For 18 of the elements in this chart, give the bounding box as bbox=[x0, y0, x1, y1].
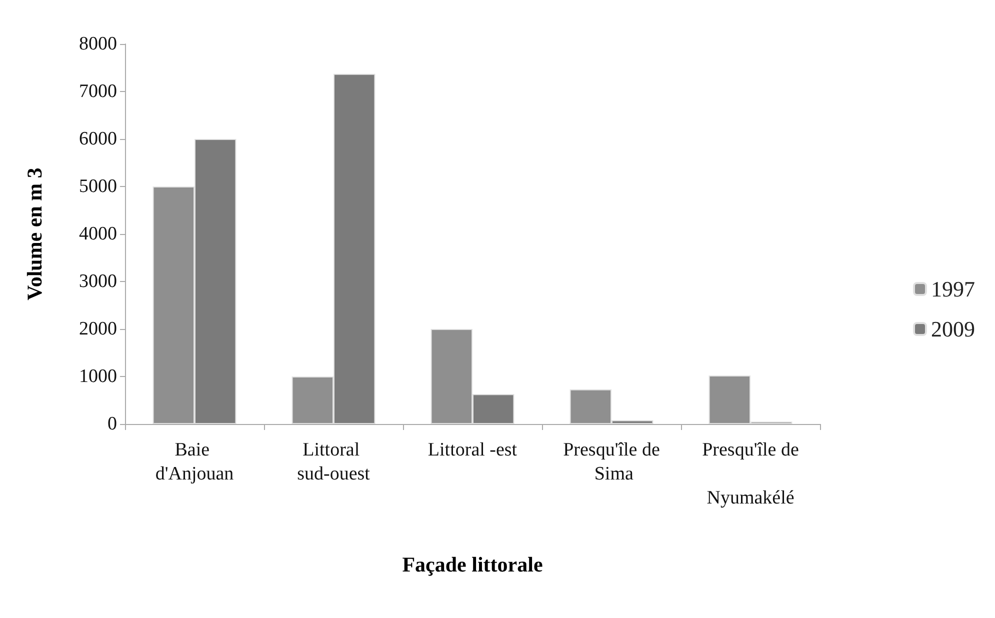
y-tick-label: 6000 bbox=[79, 128, 117, 150]
y-tick-label: 7000 bbox=[79, 81, 117, 102]
y-axis-title: Volume en m 3 bbox=[22, 168, 46, 300]
x-tick-label: Littoral -est bbox=[428, 440, 518, 460]
y-tick-label: 3000 bbox=[79, 271, 117, 292]
x-tick-label: Littoral sud-ouest bbox=[297, 440, 371, 484]
legend-label: 1997 bbox=[931, 276, 975, 302]
y-tick-label: 4000 bbox=[79, 224, 117, 244]
y-tick-label: 0 bbox=[108, 414, 117, 434]
legend-label: 2009 bbox=[931, 316, 975, 342]
y-tick-label: 8000 bbox=[79, 34, 117, 54]
x-tick-label: Baie d'Anjouan bbox=[155, 440, 234, 484]
y-tick-label: 2000 bbox=[79, 318, 117, 340]
y-tick-label: 1000 bbox=[79, 366, 117, 387]
category-label: Presqu'île de Nyumakélé bbox=[702, 440, 799, 508]
y-tick-label: 5000 bbox=[79, 176, 117, 197]
x-tick-label: Presqu'île de Sima bbox=[563, 440, 660, 484]
x-axis-title: Façade littorale bbox=[402, 552, 543, 576]
